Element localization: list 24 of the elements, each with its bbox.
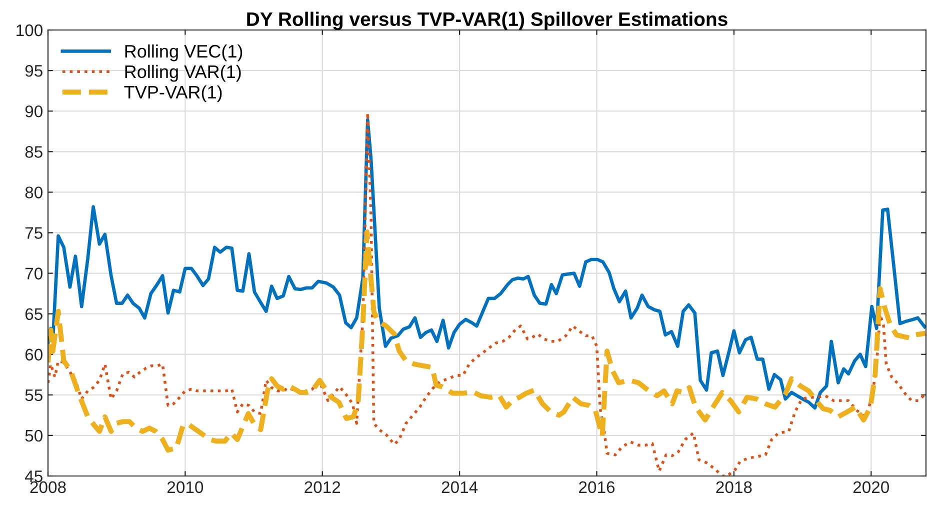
legend-label: Rolling VAR(1): [125, 64, 241, 82]
x-tick-label: 2018: [716, 481, 752, 494]
chart-title: DY Rolling versus TVP-VAR(1) Spillover Estimations: [247, 12, 728, 30]
y-tick-label: 70: [25, 268, 42, 280]
y-tick-label: 45: [24, 470, 42, 482]
y-tick-label: 65: [25, 308, 42, 320]
y-tick-label: 90: [25, 105, 42, 118]
y-tick-label: 50: [25, 430, 42, 442]
y-tick-label: 75: [25, 227, 42, 239]
y-tick-label: 95: [25, 64, 42, 77]
legend-label: TVP-VAR(1): [124, 85, 222, 102]
y-tick-label: 80: [25, 186, 42, 198]
x-tick-label: 2020: [853, 481, 890, 494]
x-tick-label: 2014: [442, 481, 478, 494]
line-series: [48, 118, 926, 410]
y-tick-label: 85: [25, 146, 42, 158]
x-tick-label: 2012: [304, 481, 340, 494]
x-tick-label: 2016: [579, 481, 615, 494]
y-tick-label: 55: [25, 389, 42, 402]
x-tick-label: 2008: [30, 481, 66, 494]
y-tick-label: 60: [25, 348, 42, 361]
y-tick-label: 100: [16, 24, 42, 36]
legend-label: Rolling VEC(1): [125, 44, 242, 62]
x-tick-label: 2010: [167, 481, 204, 494]
